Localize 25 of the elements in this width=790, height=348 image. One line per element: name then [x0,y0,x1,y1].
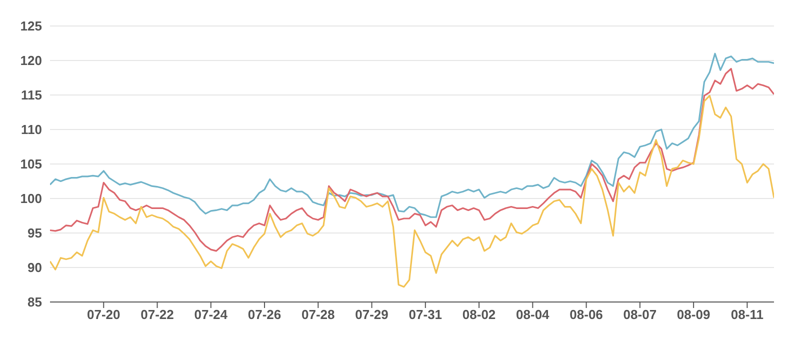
y-tick-label: 120 [20,53,42,68]
line-series [50,52,774,218]
y-tick-label: 105 [20,156,42,172]
x-tick-label: 08-09 [676,307,710,322]
x-tick-label: 08-02 [462,307,496,322]
y-tick-label: 85 [28,294,42,310]
line-series [50,68,774,252]
x-tick-label: 07-24 [194,307,228,322]
x-tick-label: 07-20 [87,307,120,322]
x-tick-label: 08-06 [570,307,603,322]
y-tick-label: 100 [20,191,42,206]
y-tick-label: 90 [28,260,42,276]
y-tick-label: 110 [21,122,42,138]
y-tick-label: 115 [21,88,42,103]
x-tick-label: 08-04 [516,307,550,322]
x-tick-label: 08-11 [730,307,764,322]
line-series [50,94,774,288]
y-tick-label: 95 [28,226,42,241]
x-tick-label: 07-26 [248,307,282,322]
x-tick-label: 08-07 [623,307,657,322]
x-tick-label: 07-29 [355,307,388,322]
x-tick-label: 07-31 [408,307,442,322]
x-tick-label: 07-28 [302,307,335,322]
y-tick-label: 125 [20,18,42,34]
x-tick-label: 07-22 [140,307,174,322]
